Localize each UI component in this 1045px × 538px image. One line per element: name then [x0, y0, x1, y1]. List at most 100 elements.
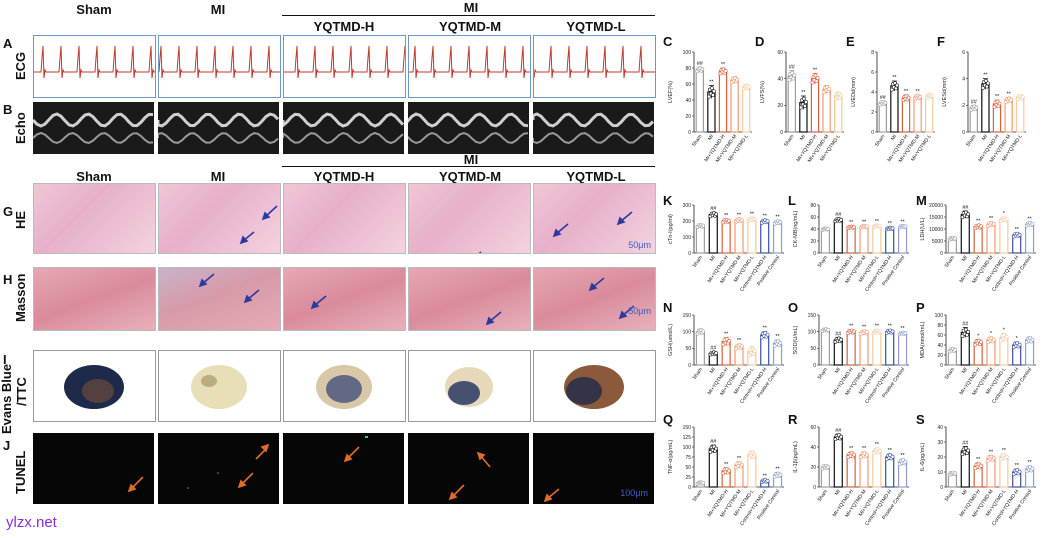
panel-letter-g: G	[3, 204, 14, 219]
chart-s-point-4-5	[1004, 454, 1009, 459]
echo-panel-yqtmd-h	[283, 102, 404, 154]
masson-panel-sham	[33, 267, 156, 331]
header-mi-group: MI	[463, 0, 479, 15]
chart-d-point-0-5	[792, 73, 797, 78]
chart-m-category-label-1: MI	[961, 255, 969, 263]
row-label-masson: Masson	[13, 273, 28, 323]
chart-d-ytick-label: 20	[777, 103, 783, 109]
chart-d-point-1-0	[798, 105, 803, 110]
chart-q-point-1-5	[714, 446, 719, 451]
chart-q-ytick-label: 100	[683, 445, 692, 451]
chart-m-bar-6	[1024, 223, 1035, 254]
chart-n-annotation-5: **	[763, 326, 768, 332]
chart-d-bar-4	[834, 95, 843, 133]
chart-k-point-5-5	[765, 219, 770, 223]
chart-s-bar-1	[960, 450, 970, 488]
chart-l-ckmb: CK-MB(ng/mL)020406080Sham##MI**MI+YQTMD-…	[793, 203, 909, 293]
chart-p-annotation-2: *	[977, 334, 980, 340]
chart-f-point-3-5	[1009, 97, 1014, 102]
watermark: ylzx.net	[6, 514, 57, 531]
chart-e-ytick-label: 6	[871, 70, 874, 76]
chart-q-annotation-3: **	[737, 456, 742, 462]
chart-f-point-1-3	[984, 78, 988, 83]
chart-d-ylabel: LVFS(%)	[760, 81, 766, 103]
chart-f-bar-4	[1016, 96, 1025, 133]
chart-d-ytick-label: 60	[777, 50, 783, 56]
chart-r-ylabel: IL-1β(pg/mL)	[793, 441, 799, 473]
chart-n-point-4-5	[752, 349, 757, 353]
chart-c-category-label-1: MI	[707, 134, 715, 142]
chart-p-ytick-label: 100	[935, 313, 944, 319]
chart-l-ytick-label: 40	[810, 227, 816, 233]
chart-k-ytick-label: 300	[683, 203, 692, 209]
chart-l-annotation-6: **	[900, 219, 905, 225]
chart-m-point-0-5	[953, 236, 958, 241]
chart-m-annotation-5: **	[1015, 227, 1020, 233]
histo-header-group-line	[282, 166, 655, 167]
chart-q-point-2-5	[727, 468, 731, 473]
chart-d-point-4-5	[838, 93, 843, 98]
chart-n-annotation-2: **	[724, 332, 729, 338]
masson-panel-yqtmd-l: 50μm	[533, 267, 656, 331]
panel-letter-h: H	[3, 272, 13, 287]
chart-q-point-0-5	[701, 480, 706, 485]
histo-header-sham: Sham	[76, 169, 112, 184]
chart-e-annotation-3: **	[915, 89, 920, 95]
chart-f-category-label-1: MI	[981, 134, 989, 142]
chart-p-point-2-5	[979, 340, 983, 345]
chart-p-annotation-3: *	[990, 331, 993, 337]
chart-m-point-5-5	[1017, 232, 1022, 237]
chart-d-ytick-label: 0	[780, 130, 783, 136]
panel-letter-e: E	[846, 34, 855, 49]
chart-s-point-1-5	[966, 448, 971, 453]
chart-k-point-6-5	[778, 220, 783, 224]
chart-k-bar-2	[721, 220, 731, 254]
chart-o-bar-0	[820, 329, 831, 366]
chart-e-point-3-5	[918, 94, 923, 99]
chart-l-bar-1	[833, 219, 843, 254]
chart-p-ytick-label: 60	[937, 333, 943, 339]
panel-letter-j: J	[3, 438, 11, 453]
chart-l-point-0-5	[826, 226, 831, 231]
chart-m-annotation-2: **	[976, 218, 981, 224]
ttc-panel-mi	[158, 350, 281, 422]
chart-s-category-label-1: MI	[961, 489, 969, 497]
chart-d-category-label-0: Sham	[783, 134, 795, 148]
chart-e-annotation-2: **	[904, 89, 909, 95]
chart-c-ytick-label: 20	[685, 114, 691, 120]
chart-r-annotation-5: **	[888, 448, 893, 454]
chart-r-il1b: IL-1β(pg/mL)0204060Sham##MI**MI+YQTMD-H*…	[793, 425, 909, 527]
chart-m-point-6-5	[1030, 222, 1035, 226]
chart-m-bar-4	[999, 218, 1009, 254]
chart-c-annotation-1: **	[709, 80, 714, 86]
chart-c-bar-4	[742, 86, 751, 133]
header-yqtmd-l: YQTMD-L	[566, 19, 626, 34]
panel-letter-o: O	[788, 300, 799, 315]
chart-o-ytick-label: 50	[810, 346, 816, 352]
panel-letter-s: S	[916, 412, 925, 427]
histo-header-yqtmd-l: YQTMD-L	[566, 169, 626, 184]
chart-e-bar-4	[925, 95, 934, 133]
panel-letter-i: I	[3, 352, 7, 367]
histo-header-yqtmd-m: YQTMD-M	[438, 169, 502, 184]
chart-p-annotation-5: *	[1016, 336, 1019, 342]
chart-o-point-6-5	[903, 331, 908, 336]
chart-c-annotation-2: **	[721, 62, 726, 68]
chart-e-category-label-0: Sham	[874, 134, 886, 148]
chart-k-annotation-6: **	[775, 214, 780, 220]
chart-r-category-label-1: MI	[834, 489, 842, 497]
chart-p-ytick-label: 20	[937, 353, 943, 359]
chart-o-point-1-5	[839, 337, 844, 342]
chart-m-bar-2	[973, 225, 983, 254]
chart-c-ylabel: LVEF(%)	[668, 81, 674, 103]
chart-r-ytick-label: 0	[813, 485, 816, 491]
chart-q-ytick-label: 25	[685, 475, 691, 481]
chart-f-ytick-label: 6	[962, 50, 965, 56]
chart-l-bar-3	[859, 225, 869, 254]
echo-panel-yqtmd-l	[533, 102, 654, 154]
panel-letter-q: Q	[663, 412, 674, 427]
chart-l-bar-4	[872, 225, 882, 254]
chart-e-ytick-label: 4	[871, 90, 874, 96]
ecg-panel-mi	[158, 35, 281, 98]
chart-r-point-5-5	[890, 454, 895, 459]
